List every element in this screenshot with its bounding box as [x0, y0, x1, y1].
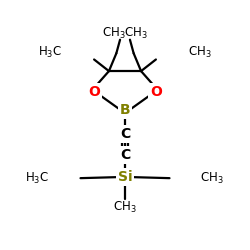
Text: O: O — [88, 84, 100, 98]
Text: CH$_3$: CH$_3$ — [113, 200, 137, 215]
Text: CH$_3$: CH$_3$ — [200, 170, 224, 186]
Text: O: O — [150, 84, 162, 98]
Text: CH$_3$CH$_3$: CH$_3$CH$_3$ — [102, 26, 148, 41]
Text: H$_3$C: H$_3$C — [38, 45, 62, 60]
Text: Si: Si — [118, 170, 132, 184]
Text: C: C — [120, 148, 130, 162]
Text: C: C — [120, 127, 130, 141]
Text: B: B — [120, 103, 130, 117]
Text: CH$_3$: CH$_3$ — [188, 45, 212, 60]
Text: H$_3$C: H$_3$C — [26, 170, 50, 186]
